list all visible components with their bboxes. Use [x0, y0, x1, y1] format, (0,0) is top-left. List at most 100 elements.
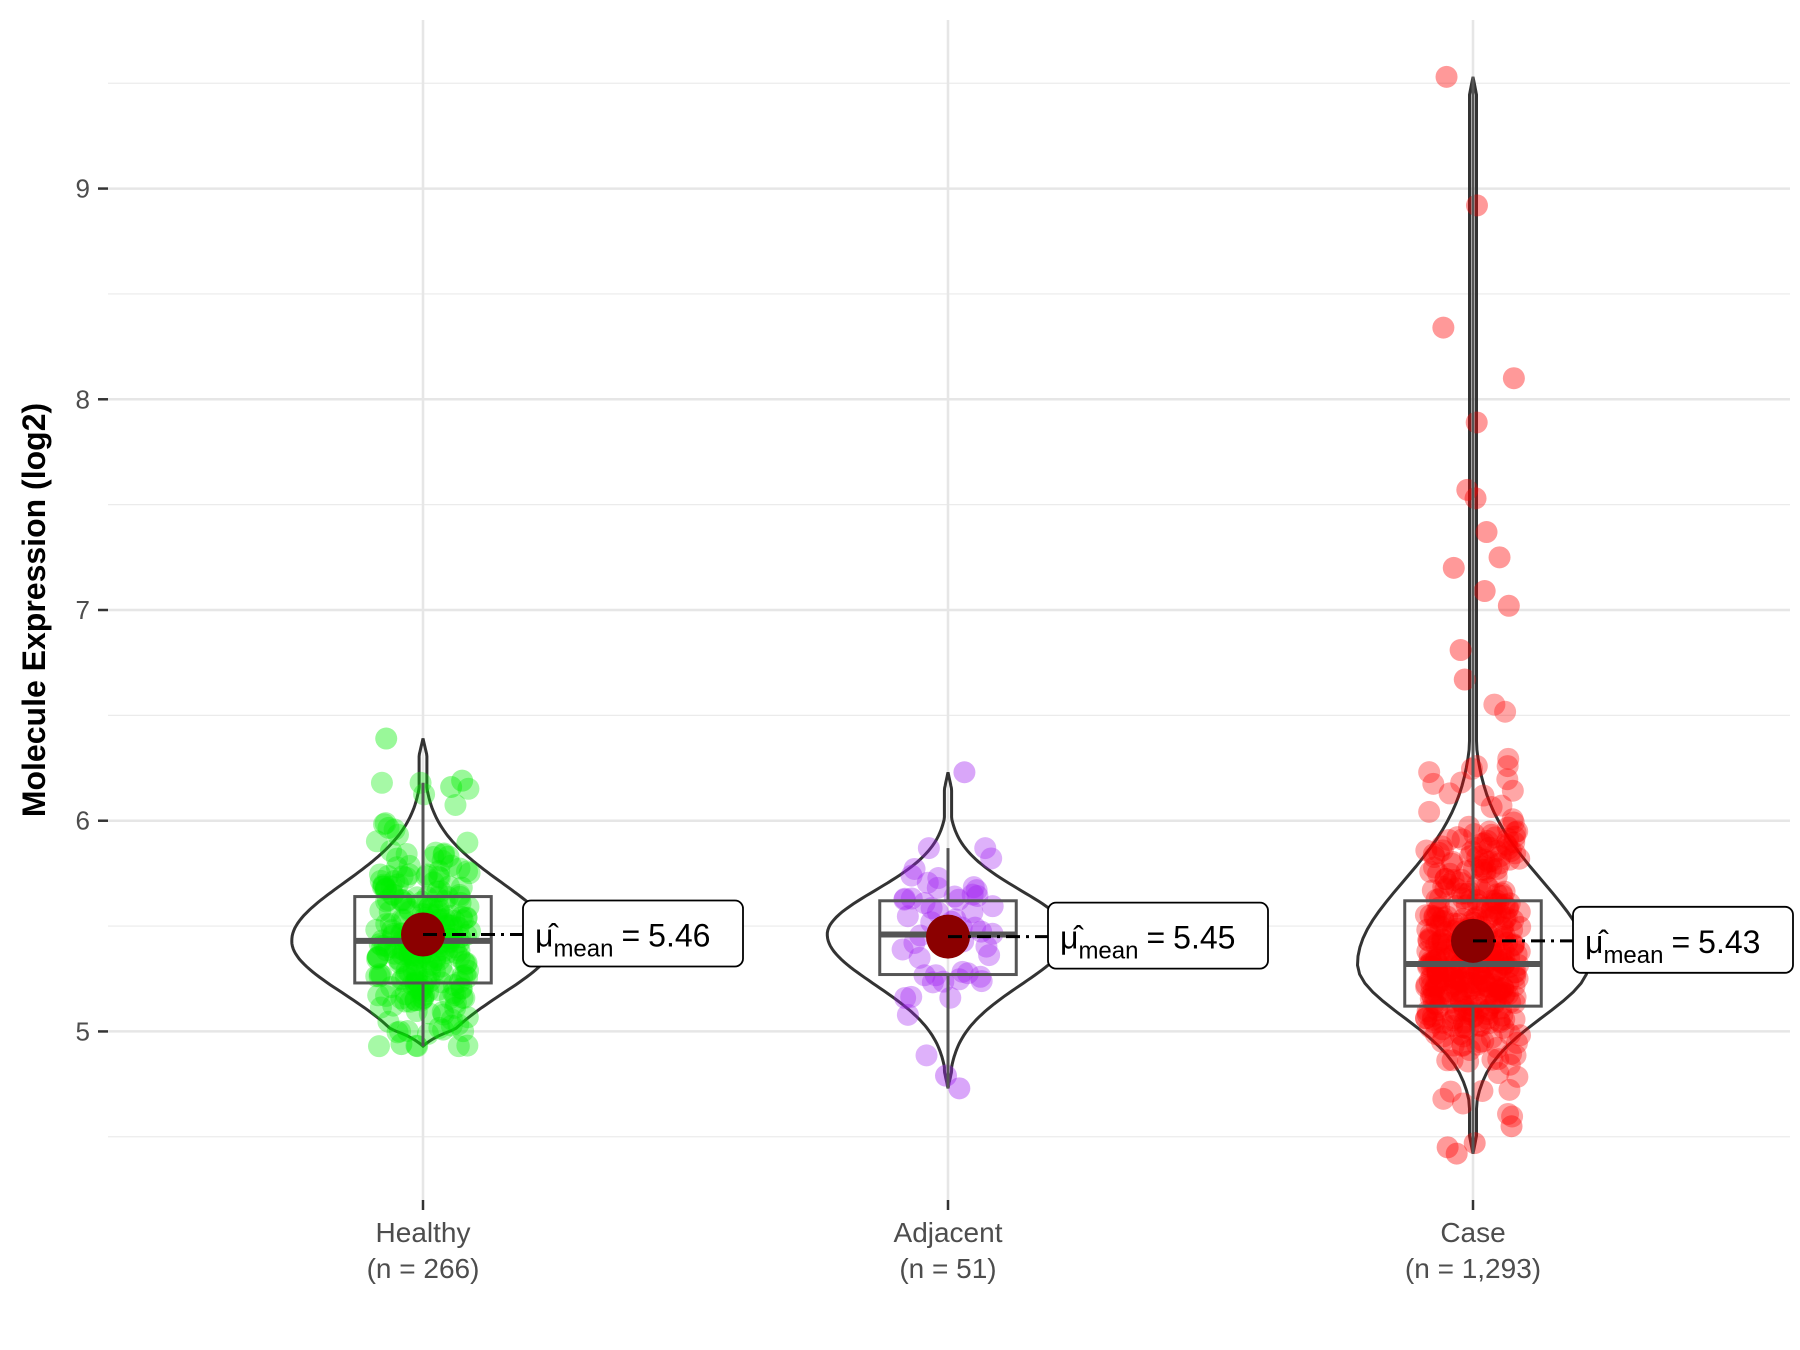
data-point-healthy: [430, 955, 453, 978]
data-point-healthy: [421, 896, 444, 919]
data-point-healthy: [402, 959, 425, 982]
data-point-case: [1456, 962, 1479, 985]
data-point-case: [1498, 848, 1521, 871]
data-point-case: [1458, 815, 1481, 838]
data-point-healthy: [383, 818, 406, 841]
data-point-case: [1441, 1049, 1464, 1072]
data-point-healthy: [439, 904, 462, 927]
data-point-case: [1432, 909, 1455, 932]
data-point-case: [1443, 1007, 1466, 1030]
data-point-adjacent: [927, 867, 950, 890]
data-point-healthy: [455, 907, 478, 930]
x-tick-count-adjacent: (n = 51): [899, 1253, 996, 1284]
data-point-healthy: [373, 813, 396, 836]
data-point-adjacent: [978, 944, 1001, 967]
data-point-case: [1419, 987, 1442, 1010]
data-point-healthy: [404, 989, 427, 1012]
data-point-case: [1506, 1065, 1529, 1088]
data-point-healthy: [375, 984, 398, 1007]
data-point-healthy: [418, 895, 441, 918]
data-point-healthy: [377, 865, 400, 888]
data-point-case: [1487, 1048, 1510, 1071]
data-point-case: [1478, 820, 1501, 843]
data-point-case: [1415, 973, 1438, 996]
data-point-case: [1488, 979, 1511, 1002]
data-point-case: [1502, 933, 1525, 956]
data-point-case: [1426, 899, 1449, 922]
data-point-healthy: [415, 865, 438, 888]
data-point-case: [1460, 972, 1483, 995]
data-point-adjacent: [921, 971, 944, 994]
data-point-case: [1477, 850, 1500, 873]
data-point-healthy: [420, 953, 443, 976]
data-point-healthy: [443, 909, 466, 932]
data-point-case: [1470, 855, 1493, 878]
data-point-case: [1456, 971, 1479, 994]
data-point-case: [1490, 794, 1513, 817]
data-point-case: [1493, 1008, 1516, 1031]
data-point-healthy: [422, 845, 445, 868]
data-point-healthy: [456, 1034, 479, 1057]
data-point-case: [1432, 1025, 1455, 1048]
outlier-point-case: [1465, 194, 1488, 217]
data-point-case: [1483, 992, 1506, 1015]
data-point-case: [1477, 1012, 1500, 1035]
data-point-case: [1478, 877, 1501, 900]
data-point-case: [1481, 1048, 1504, 1071]
data-point-case: [1475, 987, 1498, 1010]
data-point-case: [1496, 897, 1519, 920]
data-point-case: [1422, 992, 1445, 1015]
data-point-case: [1419, 923, 1442, 946]
data-point-case: [1503, 974, 1526, 997]
data-point-case: [1432, 875, 1455, 898]
data-point-healthy: [415, 968, 438, 991]
data-point-healthy: [395, 842, 418, 865]
data-point-case: [1427, 931, 1450, 954]
data-point-case: [1504, 985, 1527, 1008]
data-point-case: [1504, 965, 1527, 988]
mean-annotations: μ̂mean = 5.46 μ̂mean = 5.45 μ̂mean = 5.43: [423, 899, 1794, 974]
mean-label: μ̂mean = 5.43: [1585, 924, 1760, 969]
data-point-case: [1416, 1003, 1439, 1026]
data-point-healthy: [398, 863, 421, 886]
data-point-case: [1492, 984, 1515, 1007]
data-point-case: [1476, 976, 1499, 999]
data-point-healthy: [401, 973, 424, 996]
data-point-healthy: [448, 939, 471, 962]
data-point-case: [1442, 868, 1465, 891]
data-point-case: [1422, 843, 1445, 866]
data-point-healthy: [438, 875, 461, 898]
data-point-healthy: [433, 842, 456, 865]
data-point-healthy: [457, 777, 480, 800]
data-point-healthy: [368, 963, 391, 986]
data-point-case: [1442, 1034, 1465, 1057]
data-point-healthy: [380, 919, 403, 942]
data-point-case: [1497, 1102, 1520, 1125]
data-point-case: [1418, 800, 1441, 823]
data-point-healthy: [372, 873, 395, 896]
data-point-healthy: [380, 875, 403, 898]
outlier-point-healthy: [390, 1033, 413, 1056]
data-point-case: [1418, 761, 1441, 784]
data-point-healthy: [386, 847, 409, 870]
data-point-case: [1451, 1015, 1474, 1038]
data-point-case: [1450, 981, 1473, 1004]
data-point-healthy: [375, 877, 398, 900]
data-point-case: [1474, 858, 1497, 881]
data-point-adjacent: [908, 946, 931, 969]
data-point-case: [1428, 986, 1451, 1009]
data-point-case: [1426, 962, 1449, 985]
data-point-case: [1464, 836, 1487, 859]
data-point-case: [1491, 926, 1514, 949]
data-point-healthy: [452, 1020, 475, 1043]
data-point-case: [1484, 992, 1507, 1015]
outlier-point-case: [1475, 521, 1498, 544]
data-point-case: [1434, 868, 1457, 891]
data-point-healthy: [431, 1000, 454, 1023]
data-point-case: [1425, 906, 1448, 929]
data-point-case: [1486, 980, 1509, 1003]
outlier-point-case: [1465, 411, 1488, 434]
data-point-healthy: [445, 941, 468, 964]
data-point-case: [1443, 967, 1466, 990]
data-point-case: [1503, 825, 1526, 848]
